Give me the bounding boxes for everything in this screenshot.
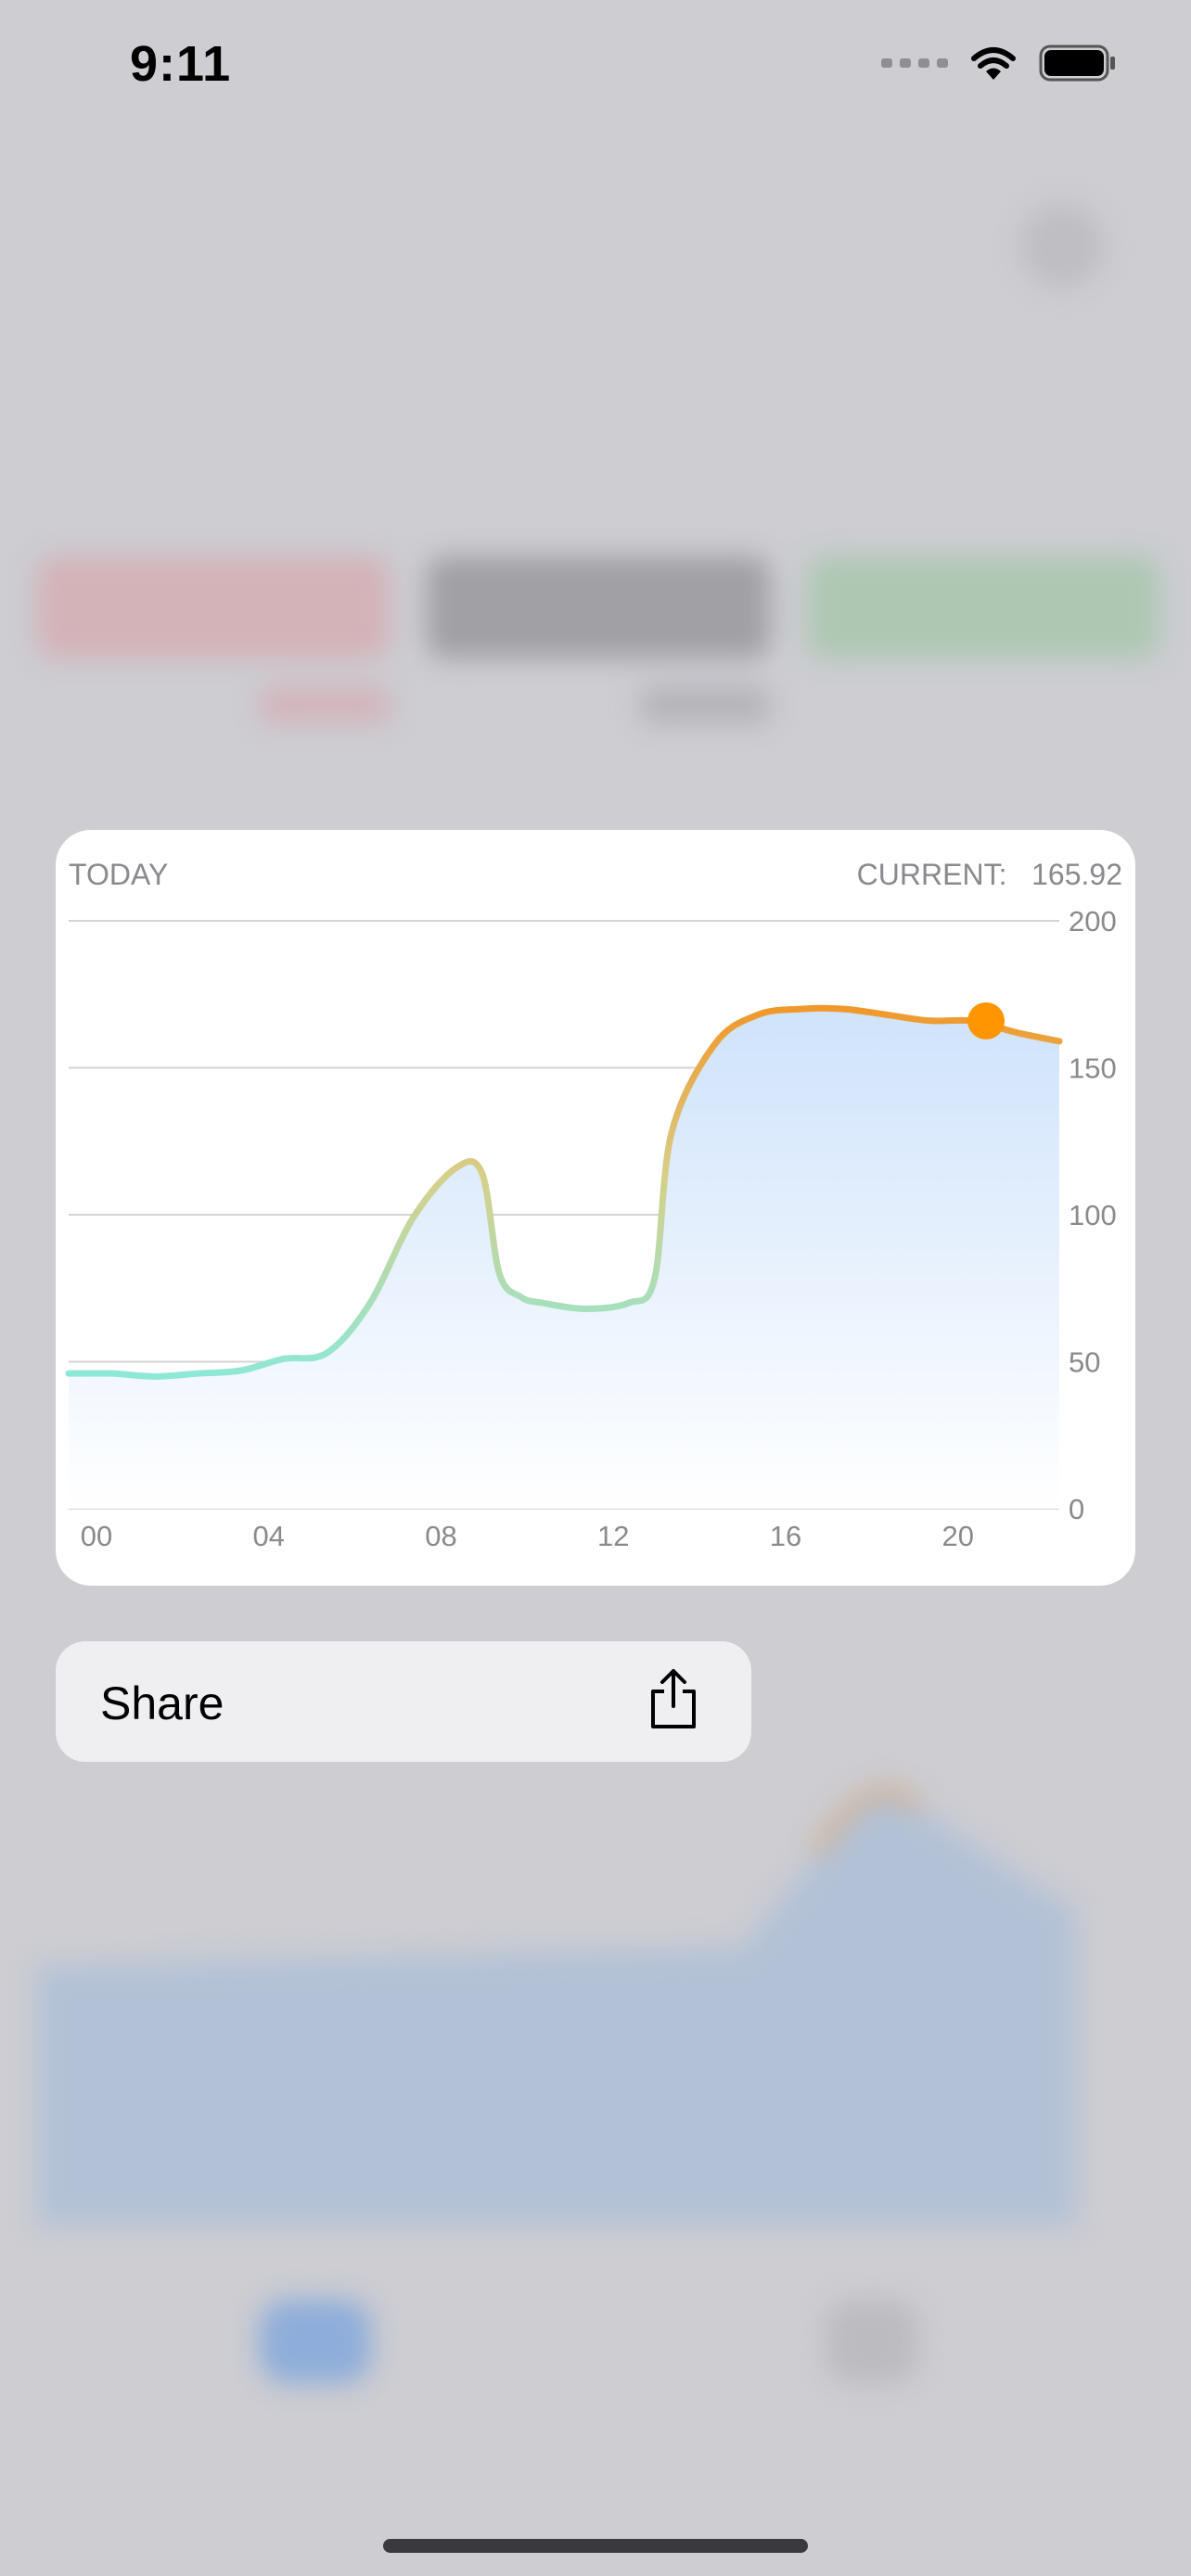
x-tick-label: 16 — [770, 1520, 801, 1552]
background-tab-1 — [260, 2300, 371, 2383]
x-tick-label: 08 — [425, 1520, 456, 1552]
status-time: 9:11 — [130, 36, 232, 92]
card-header: TODAY CURRENT: 165.92 — [69, 858, 1122, 895]
home-indicator[interactable] — [383, 2539, 808, 2553]
x-tick-label: 12 — [597, 1520, 629, 1552]
background-stat-3 — [807, 556, 1159, 658]
profile-avatar — [1020, 204, 1104, 287]
background-stat-2 — [427, 556, 770, 658]
line-chart[interactable]: 0 50 100 150 200 00 04 08 12 16 20 — [56, 830, 1135, 1586]
x-tick-label: 04 — [252, 1520, 284, 1552]
background-sub-2 — [640, 686, 770, 723]
y-tick-label: 50 — [1069, 1346, 1100, 1379]
current-readout: CURRENT: 165.92 — [857, 858, 1122, 892]
y-tick-label: 200 — [1069, 905, 1117, 937]
background-sub-1 — [260, 686, 390, 723]
wifi-icon — [971, 47, 1016, 80]
background-stat-1 — [37, 556, 390, 658]
y-tick-label: 0 — [1069, 1493, 1084, 1525]
battery-icon — [1039, 45, 1115, 82]
current-value: 165.92 — [1031, 858, 1122, 891]
y-tick-label: 150 — [1069, 1052, 1117, 1085]
current-point-marker — [967, 1002, 1005, 1040]
chart-card[interactable]: TODAY CURRENT: 165.92 0 50 100 150 200 00 04 08… — [56, 830, 1135, 1586]
period-label: TODAY — [69, 858, 169, 891]
background-tab-2 — [826, 2300, 918, 2383]
share-menu-item[interactable]: Share — [56, 1641, 751, 1762]
x-tick-label: 00 — [81, 1520, 112, 1552]
current-label: CURRENT: — [856, 858, 1007, 891]
y-tick-label: 100 — [1069, 1199, 1117, 1231]
status-icons — [881, 45, 1117, 82]
series-area — [69, 1008, 1059, 1509]
x-tick-label: 20 — [941, 1520, 973, 1552]
share-label: Share — [100, 1677, 224, 1729]
cellular-signal-icon — [881, 58, 948, 68]
series-line — [65, 1004, 1063, 1380]
background-chart — [37, 1780, 1076, 2225]
share-icon — [651, 1669, 696, 1728]
